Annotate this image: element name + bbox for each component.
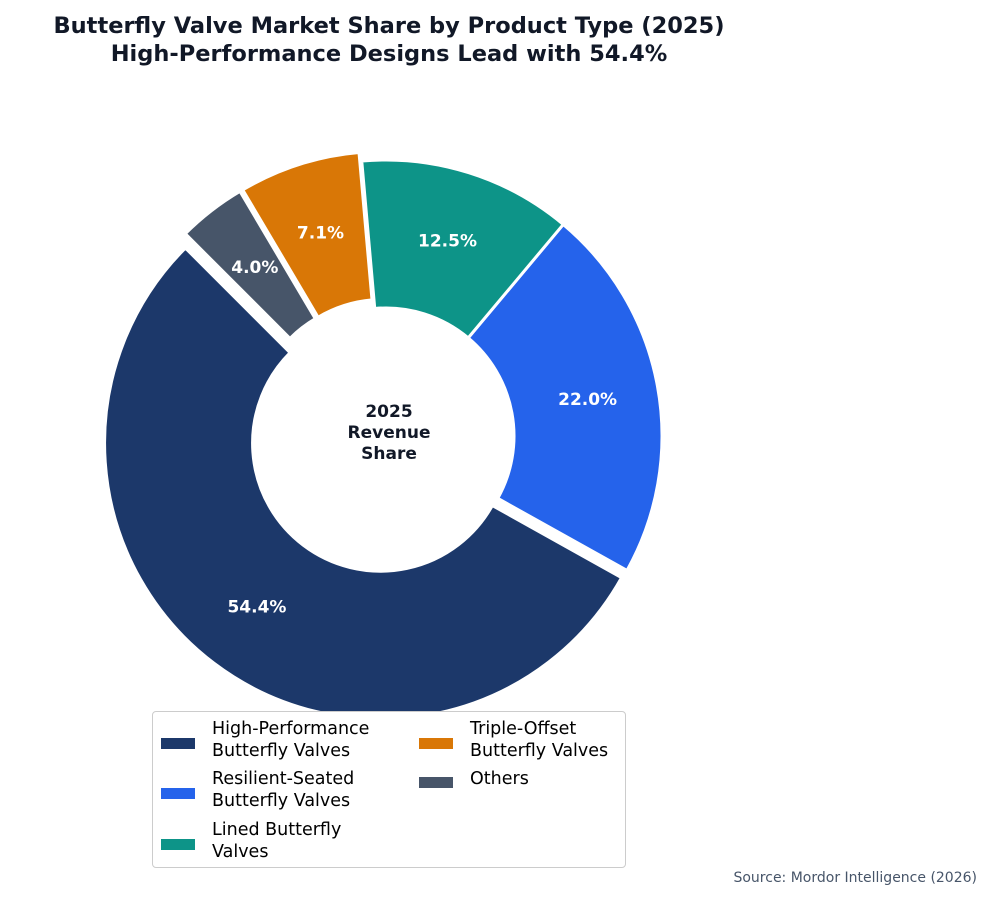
legend-label: Others (470, 769, 529, 789)
slice-label: 4.0% (231, 258, 278, 278)
source-note: Source: Mordor Intelligence (2026) (733, 870, 977, 886)
center-label: Share (361, 444, 417, 464)
legend-label: Triple-Offset Butterfly Valves (470, 719, 609, 761)
slice-label: 54.4% (227, 598, 286, 618)
slice-label: 22.0% (558, 390, 617, 410)
title-line-2: High-Performance Designs Lead with 54.4% (110, 41, 668, 67)
legend-item: Triple-Offset Butterfly Valves (419, 718, 608, 762)
legend: High-Performance Butterfly Valves Resilien… (152, 711, 626, 868)
legend-swatch (161, 738, 195, 749)
chart-title: Butterfly Valve Market Share by Product … (0, 12, 778, 68)
legend-swatch (161, 788, 195, 799)
legend-item: Resilient-Seated Butterfly Valves (161, 768, 354, 812)
center-label: 2025 (365, 402, 412, 422)
donut-slice (240, 150, 374, 320)
donut-slice (466, 222, 664, 573)
legend-swatch (419, 738, 453, 749)
legend-swatch (161, 839, 195, 850)
legend-item: Lined Butterfly Valves (161, 819, 341, 863)
legend-item: High-Performance Butterfly Valves (161, 718, 369, 762)
title-line-1: Butterfly Valve Market Share by Product … (53, 13, 725, 39)
legend-label: Lined Butterfly Valves (212, 820, 342, 862)
donut-slice (360, 158, 566, 341)
legend-label: High-Performance Butterfly Valves (212, 719, 370, 761)
legend-label: Resilient-Seated Butterfly Valves (212, 769, 355, 811)
donut-slice (103, 245, 624, 721)
center-label: Revenue (348, 423, 431, 443)
legend-swatch (419, 777, 453, 788)
donut-slice (183, 189, 318, 341)
legend-item: Others (419, 768, 529, 790)
slice-label: 12.5% (418, 231, 477, 251)
slice-label: 7.1% (297, 223, 344, 243)
